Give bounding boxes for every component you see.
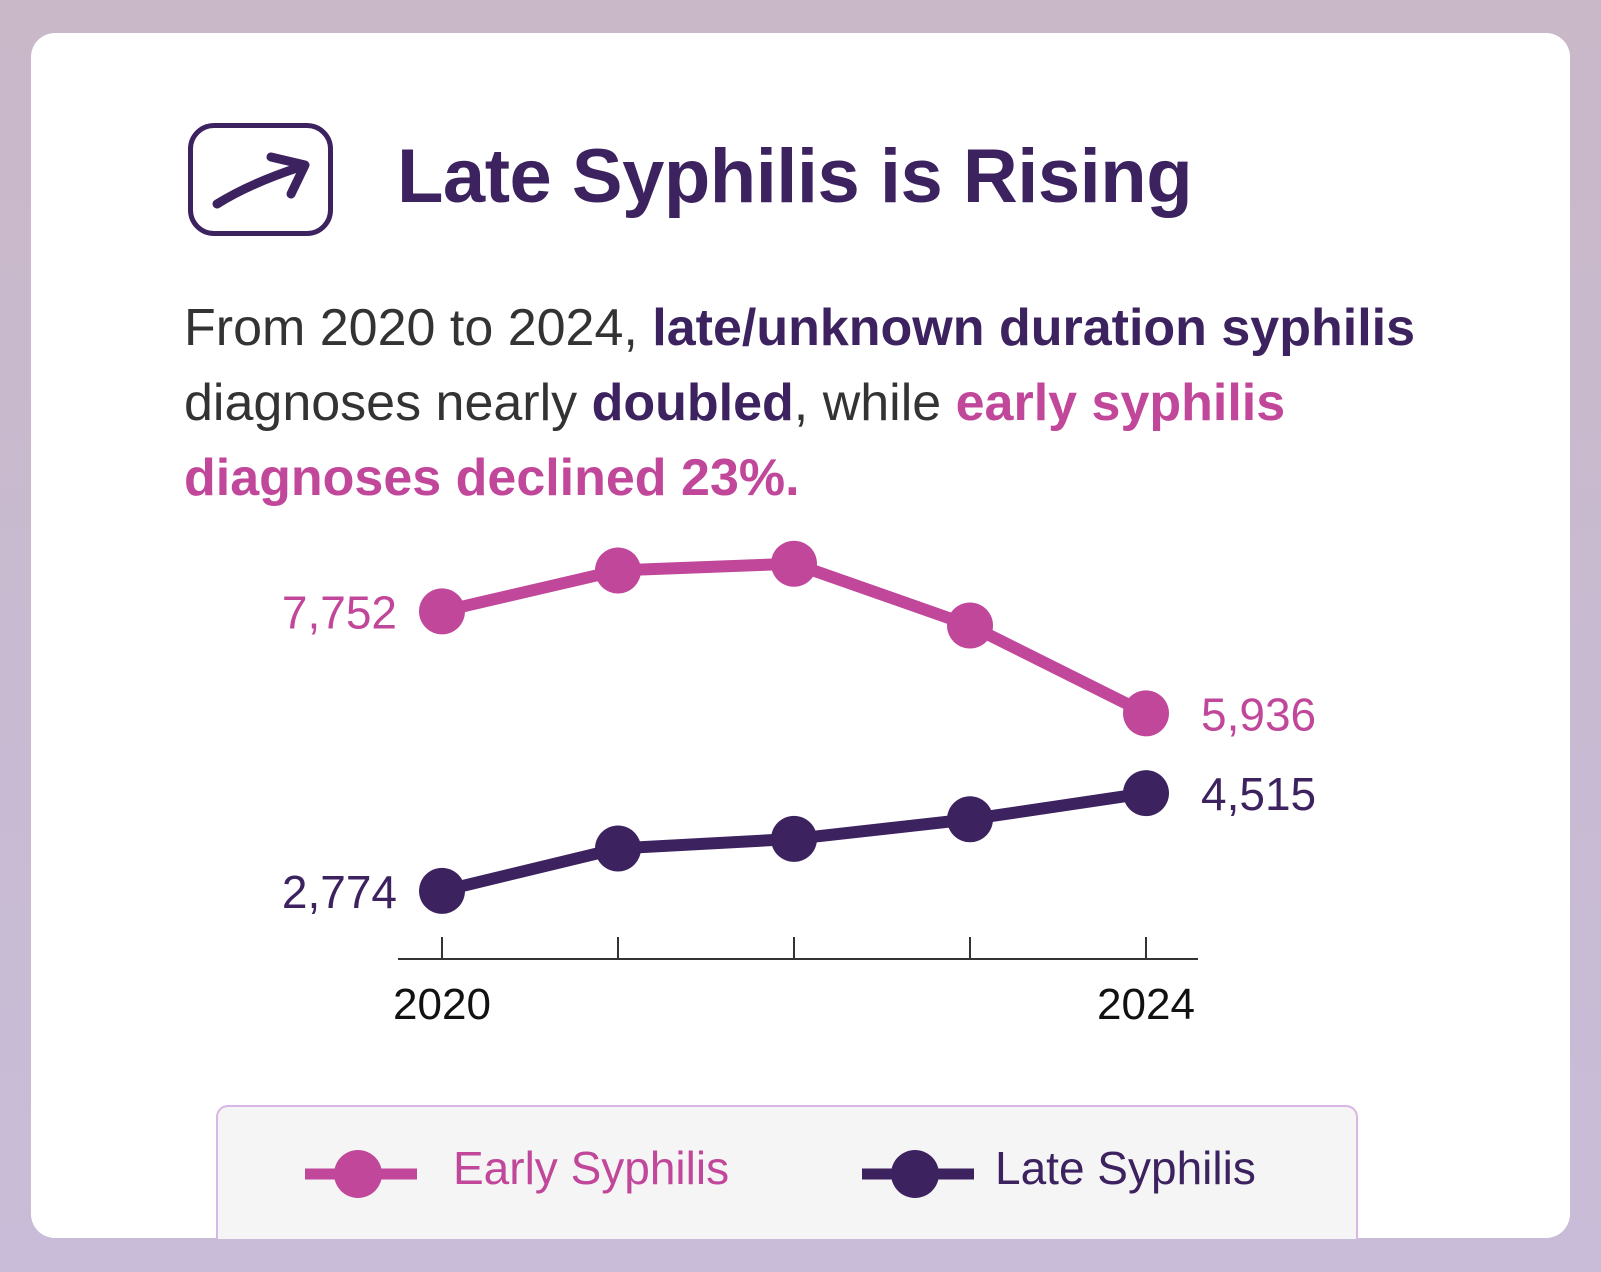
data-point-late [947, 796, 993, 843]
summary-early-emphasis: early syphilis diagnoses declined 23%. [184, 374, 1286, 507]
summary-text: From 2020 to 2024, late/unknown duration… [184, 291, 1444, 516]
data-label-late: 2,774 [282, 866, 397, 918]
legend-early-label: Early Syphilis [453, 1142, 730, 1194]
infographic-card: Late Syphilis is Rising From 2020 to 202… [31, 33, 1570, 1239]
data-point-late [771, 815, 817, 862]
page-title: Late Syphilis is Rising [397, 134, 1193, 219]
line-chart: 2020 2024 7,752 5,936 2,774 4,515 [282, 540, 1316, 1029]
summary-late-emphasis: late/unknown duration syphilis [652, 299, 1416, 357]
summary-intro: From 2020 to 2024, [184, 299, 653, 357]
x-tick-label: 2024 [1097, 980, 1195, 1029]
data-point-early [1123, 690, 1169, 737]
data-label-late: 4,515 [1201, 768, 1316, 820]
data-point-late [595, 825, 641, 872]
legend: Early Syphilis Late Syphilis [216, 1105, 1358, 1239]
data-label-early: 5,936 [1201, 688, 1316, 740]
summary-doubled-emphasis: doubled [591, 374, 794, 432]
data-label-early: 7,752 [282, 586, 397, 638]
x-tick-label: 2020 [393, 980, 491, 1029]
legend-early-marker [305, 1150, 417, 1198]
data-point-early [419, 588, 465, 635]
data-point-late [419, 867, 465, 914]
data-point-early [771, 540, 817, 587]
legend-late-label: Late Syphilis [995, 1142, 1256, 1194]
legend-late-marker [862, 1150, 974, 1198]
trending-up-arrow-icon [188, 123, 333, 236]
summary-while: , while [793, 374, 956, 432]
data-point-early [595, 547, 641, 594]
summary-middle: diagnoses nearly [184, 374, 592, 432]
data-point-late [1123, 770, 1169, 817]
data-point-early [947, 602, 993, 649]
